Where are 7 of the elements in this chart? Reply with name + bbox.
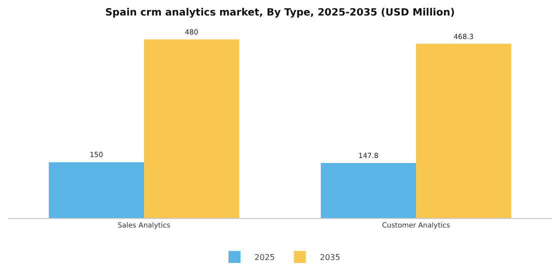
bar bbox=[144, 39, 240, 218]
bar bbox=[416, 44, 512, 218]
chart-title: Spain crm analytics market, By Type, 2025-2035 (USD Million) bbox=[105, 7, 455, 18]
legend-label: 2025 bbox=[254, 253, 275, 262]
bar bbox=[48, 162, 144, 218]
legend-label: 2035 bbox=[320, 253, 340, 262]
bar bbox=[320, 163, 416, 218]
